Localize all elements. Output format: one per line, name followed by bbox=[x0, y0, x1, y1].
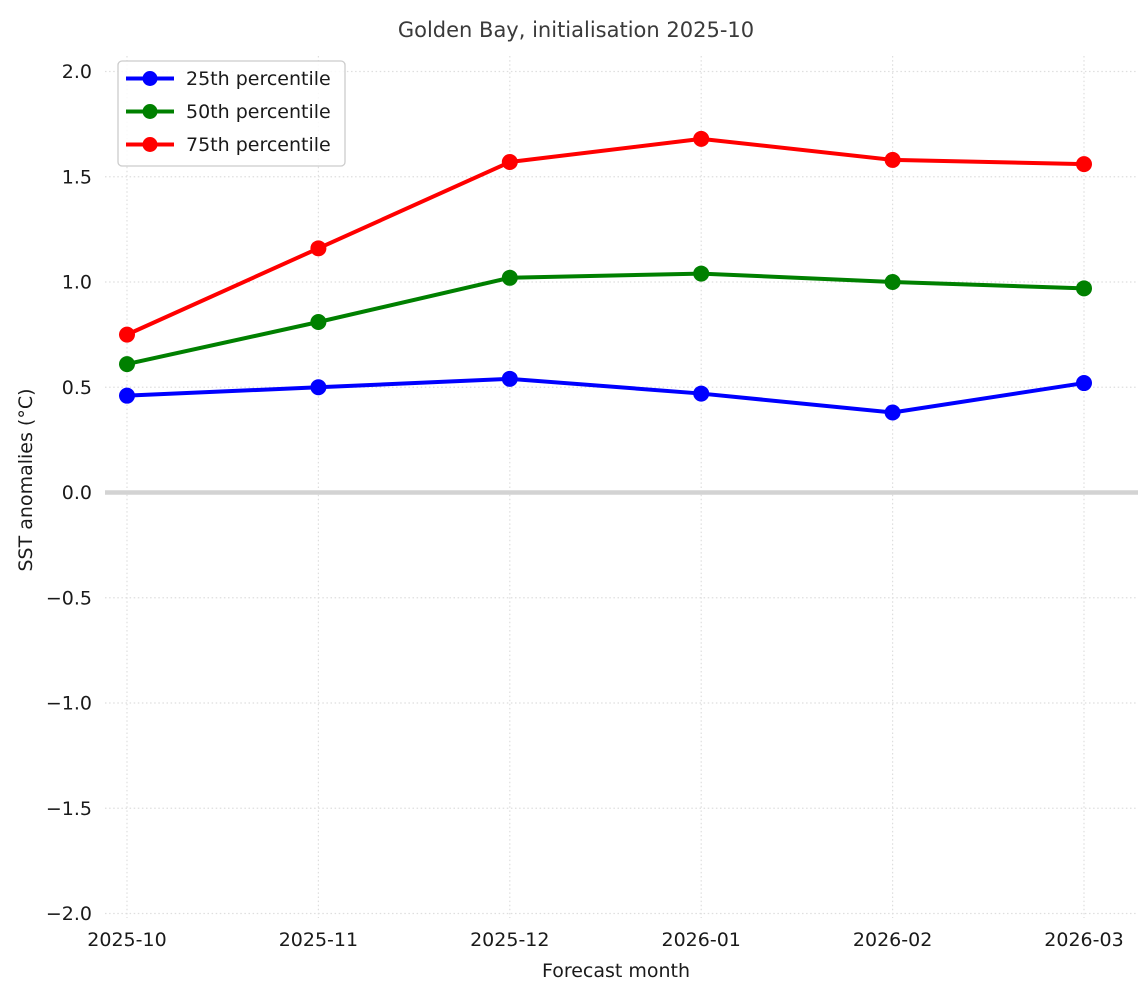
series-line-75th-percentile bbox=[125, 136, 1086, 337]
y-tick-label: 1.5 bbox=[62, 166, 92, 188]
data-point-marker bbox=[119, 387, 135, 404]
chart-title: Golden Bay, initialisation 2025-10 bbox=[398, 18, 754, 42]
y-tick-label: −1.0 bbox=[46, 693, 92, 715]
y-tick-label: 0.5 bbox=[62, 377, 92, 399]
data-point-marker bbox=[1076, 156, 1092, 173]
y-tick-label: −0.5 bbox=[46, 587, 92, 609]
data-point-marker bbox=[501, 269, 518, 286]
legend-sample-marker bbox=[142, 71, 158, 86]
x-tick-label: 2025-11 bbox=[279, 929, 358, 951]
legend: 25th percentile 50th percentile 75th perce… bbox=[117, 60, 346, 167]
data-point-marker bbox=[693, 265, 710, 282]
data-point-marker bbox=[1076, 375, 1092, 392]
data-point-marker bbox=[884, 151, 901, 168]
y-tick-label: −1.5 bbox=[46, 798, 92, 820]
data-point-marker bbox=[310, 313, 327, 330]
data-point-marker bbox=[1076, 280, 1092, 297]
data-point-marker bbox=[884, 404, 901, 421]
data-point-marker bbox=[310, 240, 327, 257]
y-axis-label: SST anomalies (°C) bbox=[15, 388, 37, 571]
x-tick-label: 2026-02 bbox=[853, 929, 932, 951]
series-line-50th-percentile bbox=[125, 271, 1086, 367]
y-tick-label: 0.0 bbox=[62, 482, 92, 504]
x-tick-label: 2026-03 bbox=[1044, 929, 1123, 951]
legend-sample-marker bbox=[142, 104, 158, 119]
x-axis-tick-labels: 2025-10 2025-11 2025-12 2026-01 2026-02 2026-… bbox=[87, 929, 1123, 951]
data-point-marker bbox=[693, 130, 710, 147]
x-tick-label: 2026-01 bbox=[662, 929, 741, 951]
y-tick-label: 1.0 bbox=[62, 272, 92, 294]
data-point-marker bbox=[501, 370, 518, 387]
y-tick-label: 2.0 bbox=[62, 61, 92, 83]
legend-label: 75th percentile bbox=[186, 134, 331, 156]
data-point-marker bbox=[693, 385, 710, 402]
series-lines bbox=[119, 130, 1092, 421]
legend-label: 50th percentile bbox=[186, 101, 331, 123]
legend-sample-marker bbox=[142, 137, 158, 152]
x-tick-label: 2025-10 bbox=[87, 929, 166, 951]
y-tick-label: −2.0 bbox=[46, 903, 92, 925]
legend-label: 25th percentile bbox=[186, 68, 331, 90]
data-point-marker bbox=[119, 326, 135, 343]
data-point-marker bbox=[310, 379, 327, 396]
series-line-25th-percentile bbox=[125, 376, 1086, 415]
data-point-marker bbox=[884, 274, 901, 290]
data-point-marker bbox=[119, 356, 135, 373]
data-point-marker bbox=[501, 154, 518, 171]
legend-box bbox=[117, 60, 346, 167]
x-tick-label: 2025-12 bbox=[470, 929, 549, 951]
y-axis-tick-labels: 2.0 1.5 1.0 0.5 0.0 −0.5 −1.0 −1.5 −2.0 bbox=[46, 61, 92, 925]
gridlines bbox=[105, 56, 1138, 918]
x-axis-label: Forecast month bbox=[542, 960, 690, 982]
